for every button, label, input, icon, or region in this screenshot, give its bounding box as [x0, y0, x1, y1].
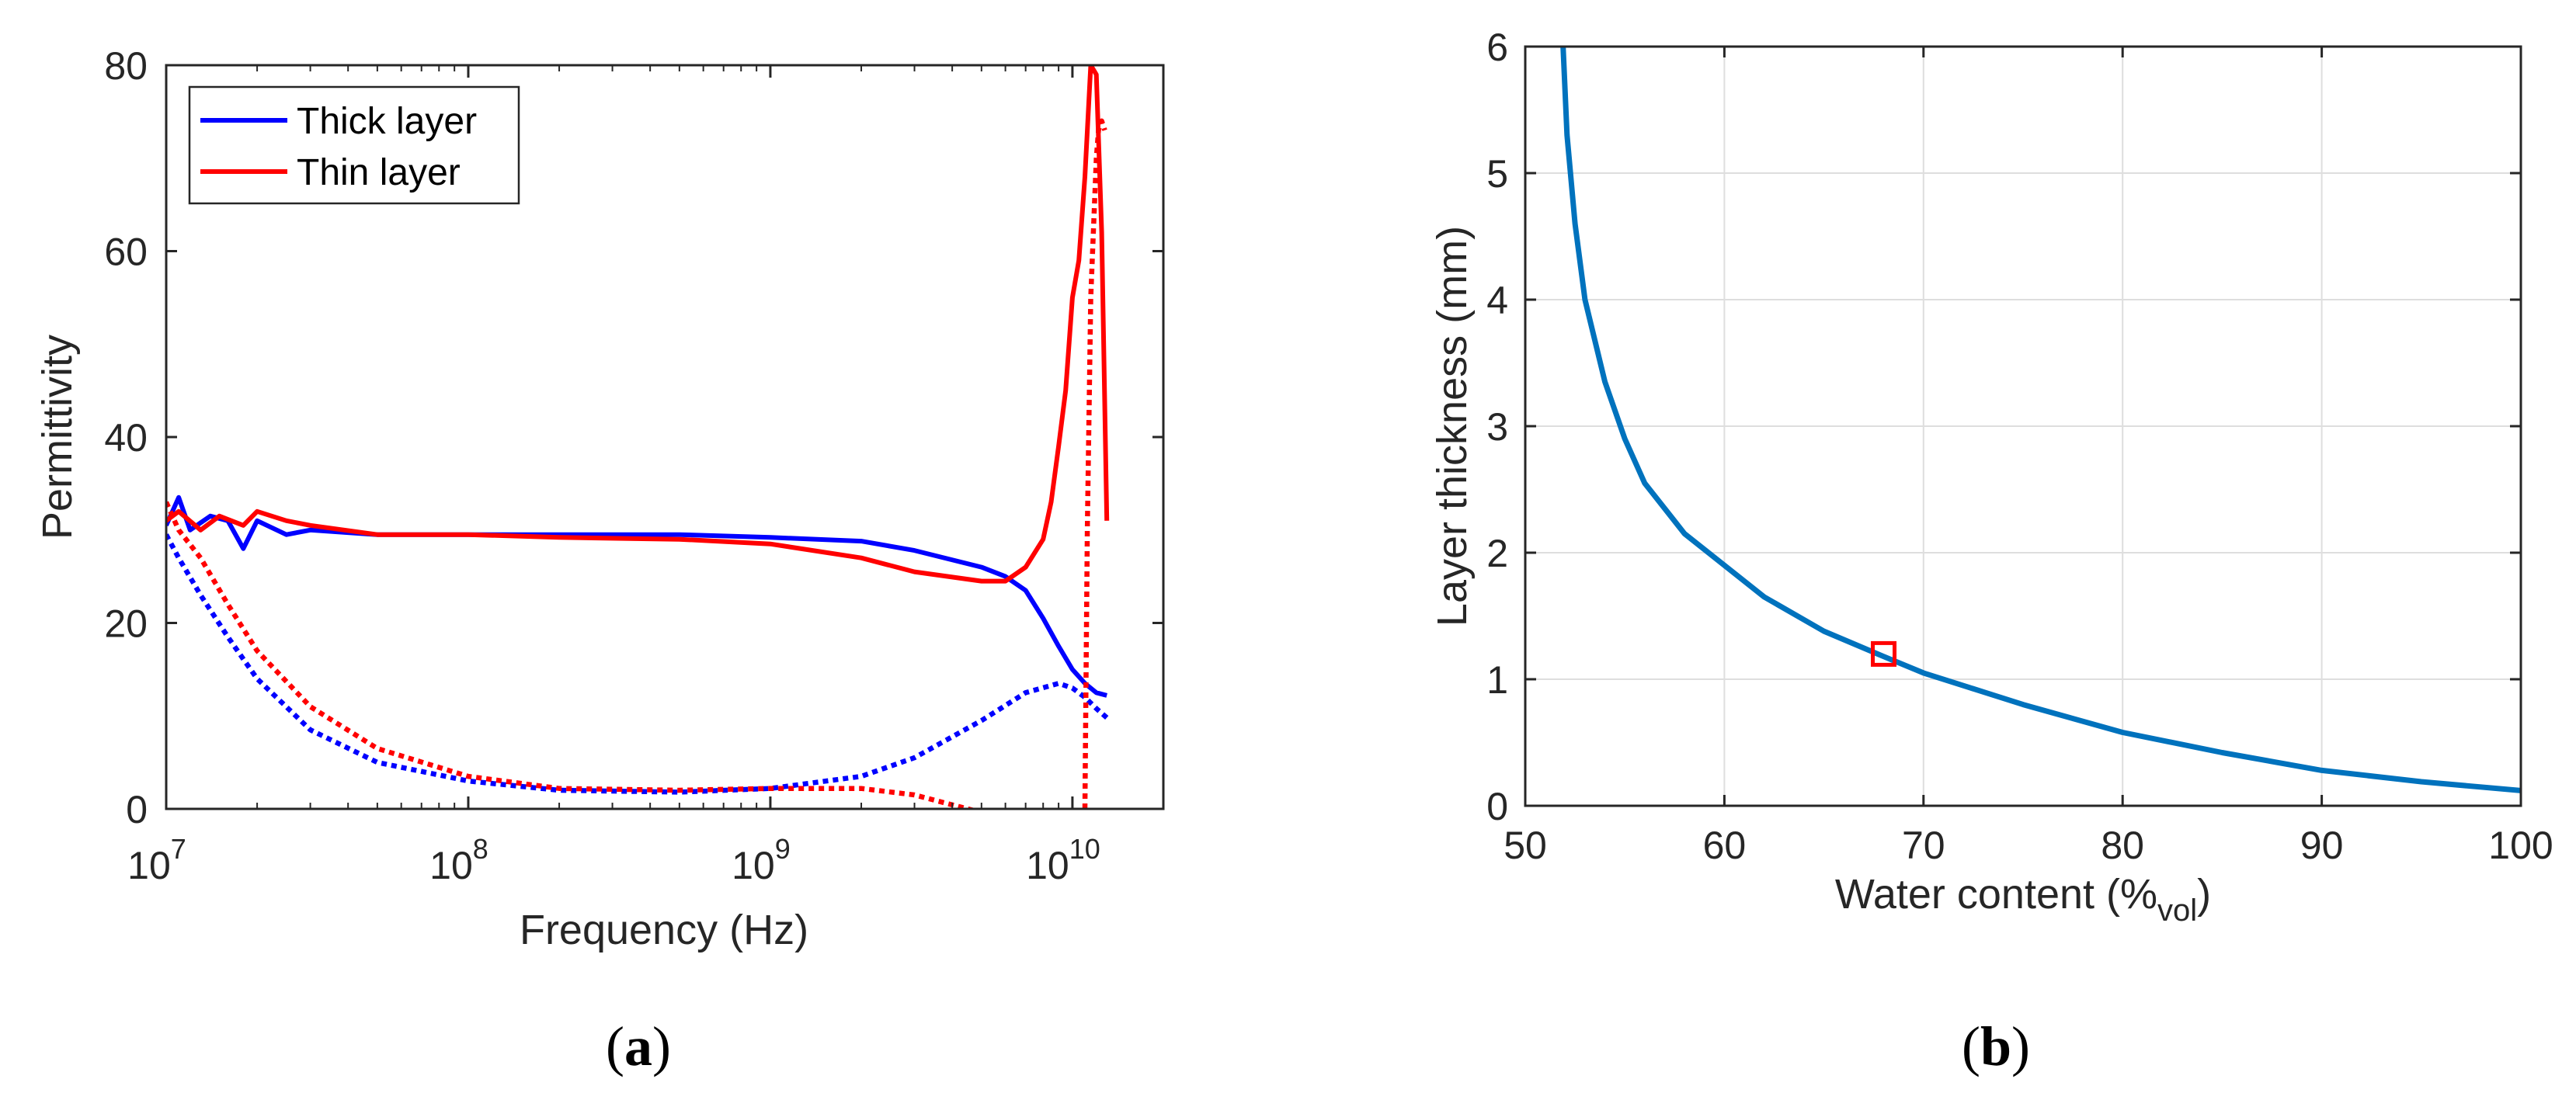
- chart-a-series-group: [166, 65, 1110, 809]
- chart-a-ytick-label: 40: [104, 416, 148, 460]
- chart-b-ytick-label: 2: [1486, 532, 1508, 575]
- chart-b-xtick-label: 100: [2488, 824, 2553, 867]
- chart-a-ylabel: Permittivity: [34, 335, 81, 540]
- series-thin-layer-solid-2: [166, 65, 1110, 584]
- chart-b-ytick-label: 1: [1486, 658, 1508, 702]
- chart-b-xtick-label: 60: [1703, 824, 1747, 867]
- chart-b-xtick-label: 80: [2101, 824, 2144, 867]
- chart-b-xlabel-suffix: ): [2197, 871, 2211, 918]
- chart-b-xlabel: Water content (%vol): [1835, 871, 2211, 928]
- series-thin-layer-dotted-4: [1082, 118, 1107, 809]
- chart-b-ytick-label: 4: [1486, 279, 1508, 322]
- chart-b-ytick-label: 0: [1486, 785, 1508, 828]
- chart-a-xtick-label: 109: [732, 833, 791, 887]
- chart-b-series-group: [1560, 47, 2521, 793]
- series-layer-thickness-curve: [1560, 47, 2521, 793]
- panel-label-b: (b): [1962, 1015, 2030, 1077]
- chart-b-xtick-label: 90: [2300, 824, 2344, 867]
- chart-a-ytick-label: 80: [104, 44, 148, 88]
- chart-thickness-vs-water-content: 0 1 2 3 4 5 6 50 60 70 80 90 100 Layer thickness (mm…: [1429, 26, 2553, 1077]
- chart-b-tick-group: 0 1 2 3 4 5 6 50 60 70 80 90 100: [1486, 26, 2553, 867]
- chart-b-xtick-label: 70: [1902, 824, 1945, 867]
- chart-b-ytick-label: 5: [1486, 152, 1508, 196]
- legend-label-thin: Thin layer: [297, 152, 461, 193]
- marker-square-operating-point: [1871, 640, 1897, 667]
- chart-b-ylabel: Layer thickness (mm): [1429, 226, 1476, 626]
- chart-b-ytick-label: 6: [1486, 26, 1508, 69]
- chart-a-xtick-label: 108: [429, 833, 488, 887]
- chart-a-ytick-label: 20: [104, 602, 148, 646]
- chart-b-xlabel-subscript: vol: [2157, 893, 2197, 928]
- chart-a-ytick-label: 60: [104, 231, 148, 274]
- legend-box: [188, 85, 520, 205]
- chart-a-tick-group: 0 20 40 60 80 107 108 109 1010: [104, 44, 1164, 887]
- chart-a-xtick-label: 107: [127, 833, 186, 887]
- chart-a-xtick-label: 1010: [1026, 833, 1100, 887]
- chart-permittivity-vs-frequency: 0 20 40 60 80 107 108 109 1010 Permittivity Freq…: [34, 44, 1165, 1077]
- chart-b-ytick-label: 3: [1486, 405, 1508, 449]
- chart-a-xlabel: Frequency (Hz): [520, 907, 808, 953]
- chart-a-legend: Thick layer Thin layer: [188, 85, 520, 205]
- chart-b-xlabel-prefix: Water content (%: [1835, 871, 2157, 918]
- chart-a-ytick-label: 0: [126, 788, 148, 831]
- legend-label-thick: Thick layer: [297, 101, 477, 142]
- panel-label-a: (a): [606, 1015, 671, 1077]
- series-thin-layer-dotted-3: [166, 501, 979, 809]
- series-thick-layer-dotted-1: [166, 533, 1109, 795]
- chart-b-xtick-label: 50: [1504, 824, 1547, 867]
